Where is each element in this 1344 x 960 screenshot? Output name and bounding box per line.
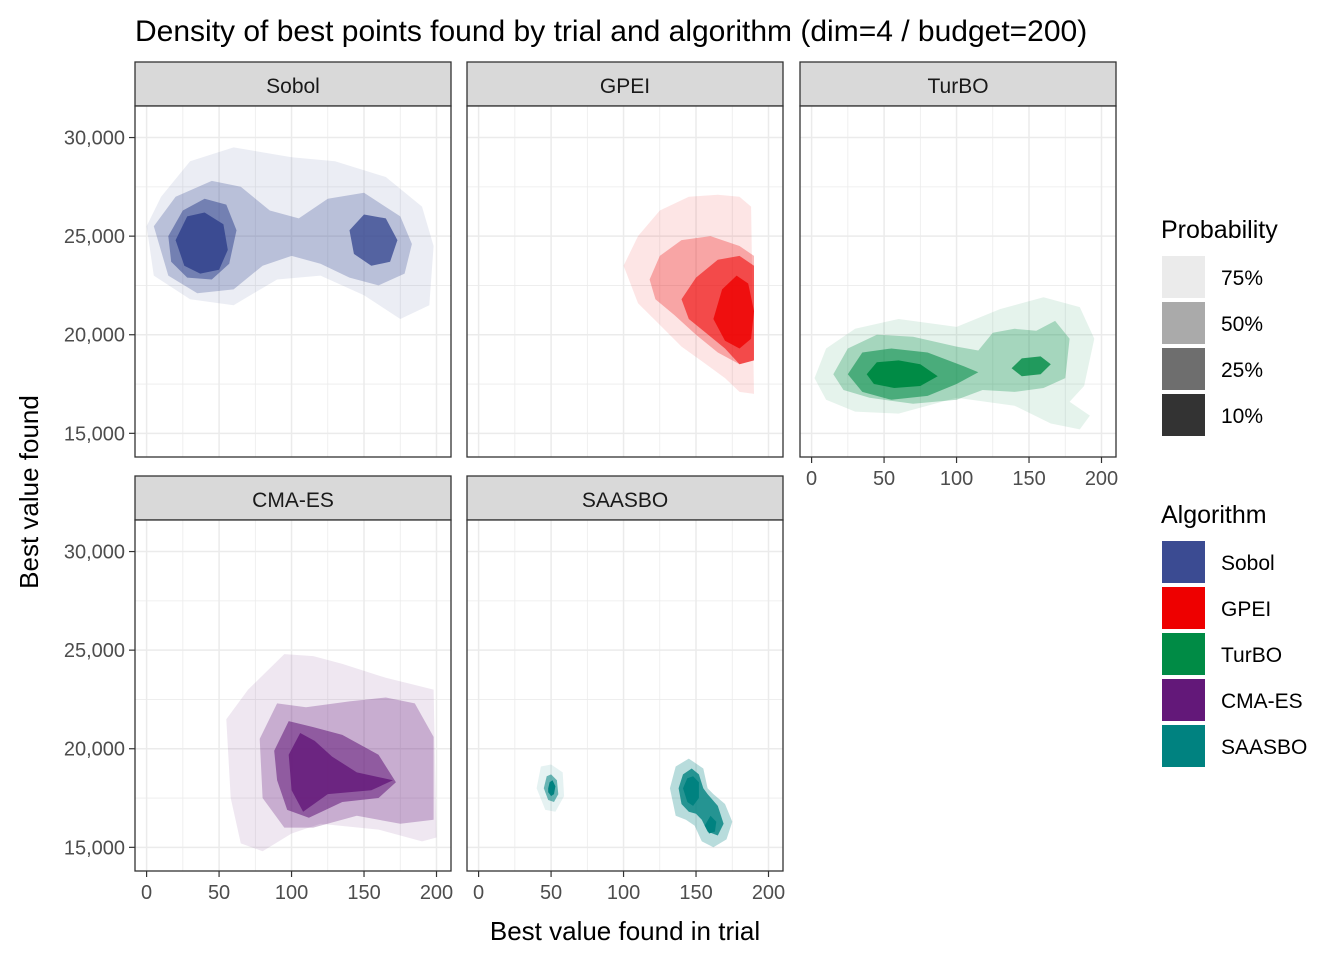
algorithm-key (1162, 587, 1205, 629)
facet-label: TurBO (927, 75, 988, 98)
panel-border (799, 105, 1117, 458)
panel-border (134, 519, 452, 872)
x-tick-label: 100 (940, 468, 973, 490)
x-tick-label: 0 (473, 882, 484, 904)
algorithm-key (1162, 633, 1205, 675)
probability-label: 10% (1221, 405, 1263, 428)
facet-label: GPEI (600, 75, 650, 98)
panel-cma-es: CMA-ES 15,000 20,000 25,000 30,000 0 50 100 150 2… (64, 475, 453, 904)
probability-legend: Probability 75% 50% 25% 10% (1161, 216, 1278, 436)
density-region (288, 733, 393, 812)
panel-saasbo: SAASBO 0 50 100 150 200 (466, 475, 785, 904)
facet-panels: Sobol 15,000 20,000 25,000 30,000 GPEI TurBO 0 5… (64, 61, 1118, 904)
algorithm-label: TurBO (1221, 644, 1282, 667)
panel-border (466, 105, 784, 458)
density-region (713, 275, 754, 349)
panel-border (134, 105, 452, 458)
y-tick-label: 30,000 (64, 542, 125, 564)
panel-turbo: TurBO 0 50 100 150 200 (799, 61, 1118, 490)
plot-area (467, 520, 783, 871)
algorithm-label: Sobol (1221, 552, 1275, 575)
algorithm-key (1162, 679, 1205, 721)
facet-strip (134, 475, 452, 521)
facet-strip (466, 61, 784, 107)
facet-label: SAASBO (582, 489, 668, 512)
density-region (1011, 356, 1051, 377)
x-tick-label: 0 (806, 468, 817, 490)
probability-key (1162, 302, 1205, 344)
x-tick-label: 150 (679, 882, 712, 904)
panel-border (466, 519, 784, 872)
density-region (548, 780, 556, 797)
x-tick-label: 150 (347, 882, 380, 904)
y-tick-label: 25,000 (64, 640, 125, 662)
probability-label: 75% (1221, 267, 1263, 290)
density-region (683, 776, 699, 806)
x-tick-label: 200 (1085, 468, 1118, 490)
plot-area (800, 106, 1116, 457)
algorithm-key (1162, 725, 1205, 767)
density-region (866, 360, 938, 388)
density-region (146, 147, 434, 319)
algorithm-key (1162, 541, 1205, 583)
probability-label: 25% (1221, 359, 1263, 382)
gridlines (800, 106, 1116, 457)
x-axis-label: Best value found in trial (490, 916, 760, 946)
x-tick-label: 0 (141, 882, 152, 904)
x-tick-label: 200 (752, 882, 785, 904)
density-region (349, 214, 398, 266)
density-contours (814, 297, 1095, 430)
y-axis-label: Best value found (14, 395, 44, 589)
probability-key (1162, 348, 1205, 390)
plot-area (135, 106, 451, 457)
algorithm-legend-title: Algorithm (1161, 501, 1267, 529)
plot-area (135, 520, 451, 871)
probability-legend-title: Probability (1161, 216, 1278, 244)
density-contours (536, 758, 733, 848)
probability-key (1162, 394, 1205, 436)
facet-strip (799, 61, 1117, 107)
probability-key (1162, 256, 1205, 298)
density-region (704, 815, 717, 834)
chart-title: Density of best points found by trial an… (135, 15, 1087, 48)
panel-sobol: Sobol 15,000 20,000 25,000 30,000 (64, 61, 452, 458)
x-tick-label: 200 (420, 882, 453, 904)
facet-label: CMA-ES (252, 489, 334, 512)
panel-gpei: GPEI (466, 61, 784, 458)
gridlines (135, 106, 451, 457)
y-tick-label: 15,000 (64, 837, 125, 859)
y-tick-label: 15,000 (64, 423, 125, 445)
y-tick-label: 25,000 (64, 226, 125, 248)
x-tick-label: 100 (275, 882, 308, 904)
facet-strip (134, 61, 452, 107)
y-tick-label: 20,000 (64, 739, 125, 761)
y-tick-label: 30,000 (64, 128, 125, 150)
x-tick-label: 50 (873, 468, 895, 490)
density-contours (226, 654, 437, 852)
x-tick-label: 100 (607, 882, 640, 904)
gridlines (135, 520, 451, 871)
x-tick-label: 50 (540, 882, 562, 904)
algorithm-legend: Algorithm Sobol GPEI TurBO CMA-ES SAASBO (1161, 501, 1307, 767)
density-region (175, 212, 228, 274)
facet-label: Sobol (266, 75, 320, 98)
x-tick-label: 150 (1012, 468, 1045, 490)
y-tick-label: 20,000 (64, 325, 125, 347)
density-contours (146, 147, 434, 319)
algorithm-label: SAASBO (1221, 736, 1307, 759)
density-contours (623, 194, 754, 394)
algorithm-label: CMA-ES (1221, 690, 1303, 713)
x-tick-label: 50 (208, 882, 230, 904)
probability-label: 50% (1221, 313, 1263, 336)
algorithm-label: GPEI (1221, 598, 1271, 621)
